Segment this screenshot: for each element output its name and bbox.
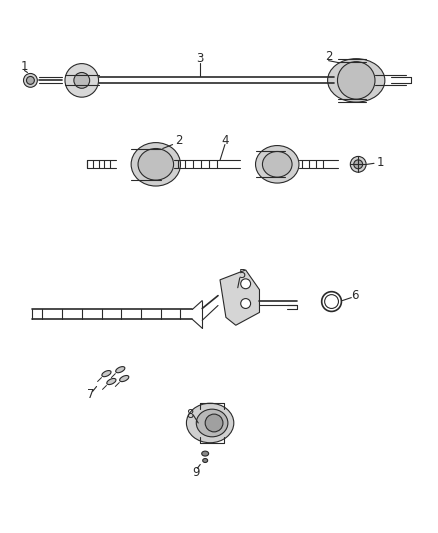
Ellipse shape [337, 62, 375, 99]
Circle shape [350, 156, 366, 172]
Ellipse shape [205, 414, 223, 432]
Ellipse shape [65, 63, 99, 97]
Circle shape [241, 298, 251, 309]
Circle shape [241, 279, 251, 289]
Ellipse shape [262, 151, 292, 177]
Text: 5: 5 [238, 269, 245, 281]
Text: 1: 1 [376, 156, 384, 169]
Text: 2: 2 [325, 50, 332, 63]
Circle shape [354, 160, 363, 169]
Ellipse shape [187, 403, 234, 443]
Text: 7: 7 [87, 388, 95, 401]
Ellipse shape [202, 451, 208, 456]
Text: 6: 6 [352, 289, 359, 302]
Ellipse shape [107, 378, 116, 385]
Text: 8: 8 [187, 408, 194, 421]
Ellipse shape [120, 376, 129, 382]
Ellipse shape [255, 146, 299, 183]
Ellipse shape [203, 458, 208, 463]
Ellipse shape [102, 370, 111, 377]
Ellipse shape [131, 143, 180, 186]
Text: 1: 1 [21, 60, 28, 73]
Circle shape [74, 72, 90, 88]
Text: 2: 2 [175, 134, 182, 147]
Text: 3: 3 [197, 52, 204, 65]
Text: 9: 9 [193, 466, 200, 479]
Ellipse shape [196, 409, 228, 437]
Ellipse shape [325, 295, 339, 309]
Circle shape [26, 76, 34, 84]
Ellipse shape [328, 59, 385, 102]
Text: 4: 4 [221, 134, 229, 147]
Polygon shape [220, 270, 259, 325]
Ellipse shape [138, 149, 173, 180]
Circle shape [24, 74, 37, 87]
Ellipse shape [116, 367, 125, 373]
